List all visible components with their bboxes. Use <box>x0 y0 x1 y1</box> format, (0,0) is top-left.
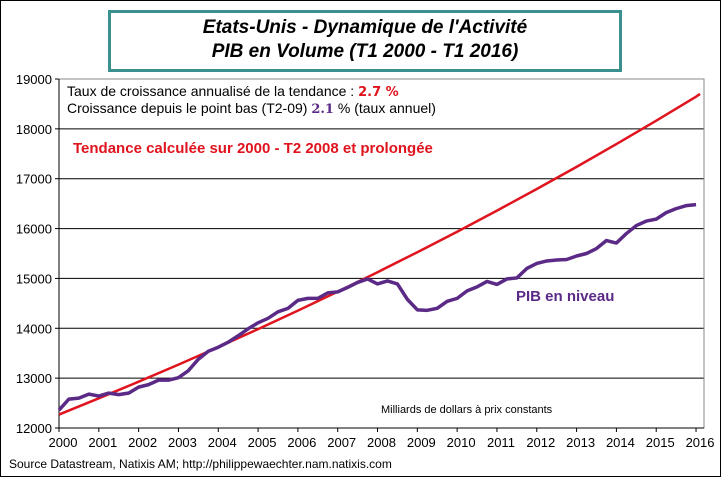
y-tick-label: 18000 <box>16 122 52 137</box>
chart-title-box: Etats-Unis - Dynamique de l'Activité PIB… <box>108 10 622 72</box>
x-tick-label: 2009 <box>407 435 436 450</box>
x-tick-label: 2014 <box>606 435 635 450</box>
source-note: Source Datastream, Natixis AM; http://ph… <box>9 457 392 471</box>
x-tick-label: 2002 <box>128 435 157 450</box>
trend-label: Tendance calculée sur 2000 - T2 2008 et … <box>73 140 433 157</box>
x-tick-label: 2013 <box>566 435 595 450</box>
y-tick-label: 19000 <box>16 72 52 87</box>
trend-rate-value: 2.7 % <box>358 85 399 100</box>
trend-rate-note: Taux de croissance annualisé de la tenda… <box>67 83 399 100</box>
x-tick-label: 2001 <box>88 435 117 450</box>
x-tick-label: 2010 <box>447 435 476 450</box>
x-tick-label: 2000 <box>49 435 78 450</box>
pib-line <box>57 202 697 412</box>
chart-title-line2: PIB en Volume (T1 2000 - T1 2016) <box>211 41 519 62</box>
trend-line <box>58 92 701 416</box>
recovery-rate-label: Croissance depuis le point bas (T2-09) <box>67 100 312 116</box>
pib-label: PIB en niveau <box>516 288 615 305</box>
x-tick-label: 2003 <box>168 435 197 450</box>
x-tick-label: 2004 <box>208 435 237 450</box>
x-tick-label: 2008 <box>367 435 396 450</box>
recovery-rate-suffix: % (taux annuel) <box>333 100 436 116</box>
x-tick-label: 2006 <box>287 435 316 450</box>
y-tick-label: 15000 <box>16 271 52 286</box>
x-tick-label: 2012 <box>526 435 555 450</box>
x-tick-label: 2015 <box>646 435 675 450</box>
y-tick-label: 12000 <box>16 421 52 436</box>
x-tick-label: 2007 <box>327 435 356 450</box>
trend-rate-label: Taux de croissance annualisé de la tenda… <box>67 83 359 99</box>
chart-title-line1: Etats-Unis - Dynamique de l'Activité <box>202 17 528 38</box>
recovery-rate-value: 2.1 <box>311 102 334 117</box>
x-tick-label: 2011 <box>487 435 515 450</box>
x-tick-label: 2016 <box>686 435 715 450</box>
y-tick-label: 16000 <box>16 222 52 237</box>
x-tick-label: 2005 <box>248 435 277 450</box>
recovery-rate-note: Croissance depuis le point bas (T2-09) 2… <box>67 100 436 117</box>
y-tick-label: 17000 <box>16 172 52 187</box>
y-tick-label: 14000 <box>16 321 52 336</box>
y-tick-label: 13000 <box>16 371 52 386</box>
units-label: Milliards de dollars à prix constants <box>381 404 553 416</box>
